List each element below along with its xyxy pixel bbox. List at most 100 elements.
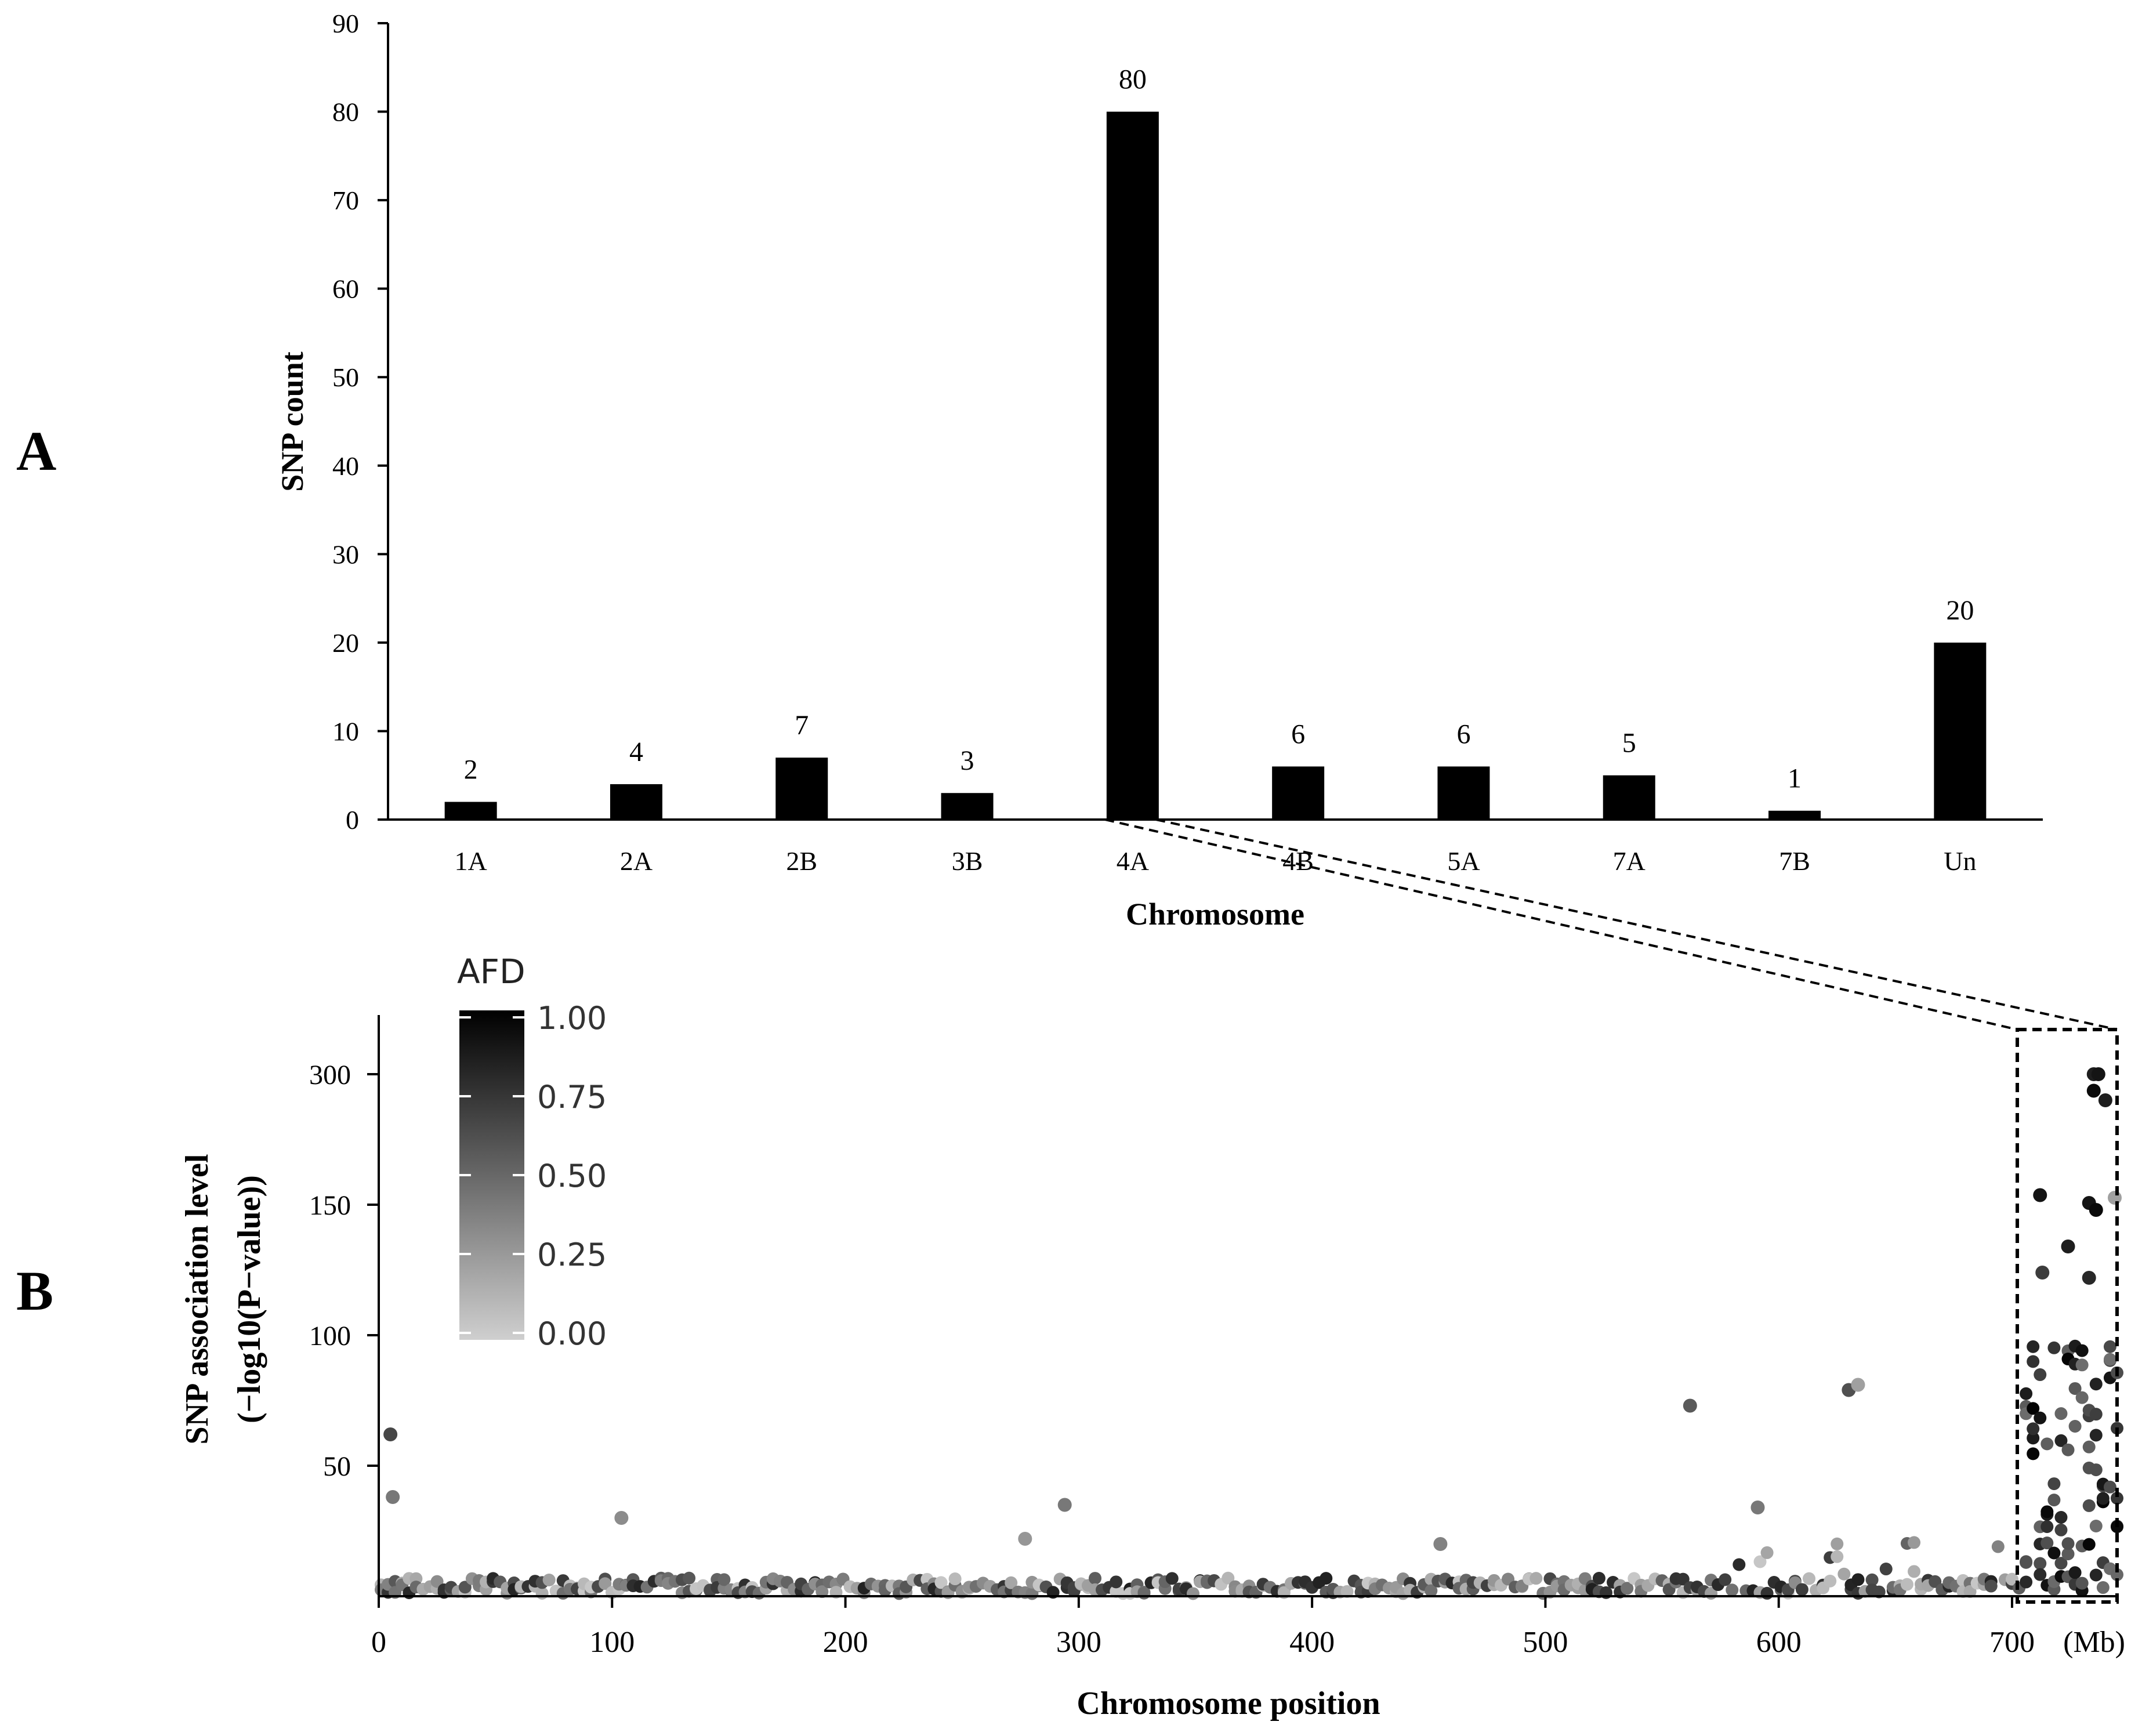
snp-point: [458, 1581, 472, 1594]
x-tick-label: 2A: [620, 846, 653, 876]
snp-point: [2027, 1402, 2040, 1415]
snp-point: [2061, 1240, 2075, 1253]
data-label: 6: [1291, 719, 1305, 749]
panel-b-label: B: [16, 1260, 53, 1322]
snp-point: [1795, 1583, 1808, 1596]
snp-point: [2054, 1510, 2068, 1524]
snp-point: [2103, 1353, 2116, 1366]
legend-label: 0.50: [537, 1158, 607, 1194]
data-label: 2: [464, 754, 478, 785]
snp-point: [2040, 1505, 2054, 1518]
snp-point: [1760, 1546, 1774, 1559]
x-tick-label: 600: [1756, 1626, 1802, 1659]
snp-point: [2027, 1340, 2040, 1353]
x-tick-label: Un: [1944, 846, 1976, 876]
snp-point: [2027, 1447, 2040, 1460]
snp-point: [542, 1574, 556, 1587]
snp-point: [2068, 1566, 2082, 1579]
bar-4B: [1272, 766, 1325, 820]
bar-2A: [610, 784, 662, 820]
snp-point: [1908, 1565, 1921, 1578]
snp-point: [1831, 1550, 1844, 1563]
y-tick-label: 60: [332, 274, 359, 304]
snp-point: [2047, 1546, 2061, 1560]
snp-point: [2061, 1547, 2075, 1561]
y-tick-label: 0: [346, 805, 359, 835]
snp-point: [430, 1575, 444, 1588]
y-axis-title-line1: SNP association level: [179, 1154, 215, 1445]
snp-point: [2005, 1572, 2018, 1586]
snp-point: [2034, 1411, 2047, 1425]
y-tick-label: 50: [323, 1451, 351, 1482]
snp-point: [2020, 1575, 2033, 1589]
data-label: 6: [1456, 719, 1470, 749]
bar-4A: [1106, 111, 1159, 820]
x-axis-title: Chromosome position: [1077, 1686, 1380, 1721]
snp-point: [1753, 1555, 1767, 1568]
y-tick-label: 20: [332, 628, 359, 658]
snp-point: [2075, 1391, 2089, 1404]
snp-point: [683, 1571, 696, 1585]
snp-point: [1963, 1585, 1977, 1598]
legend-label: 1.00: [537, 1000, 607, 1036]
snp-point: [1005, 1576, 1018, 1589]
y-tick-label: 40: [332, 451, 359, 481]
x-tick-label: 500: [1523, 1626, 1568, 1659]
y-tick-label: 150: [309, 1190, 351, 1221]
x-tick-label: 0: [371, 1626, 386, 1659]
snp-point: [2020, 1555, 2033, 1568]
x-tick-label: 5A: [1447, 846, 1480, 876]
x-axis-title: Chromosome: [1126, 897, 1304, 932]
legend-label: 0.00: [537, 1315, 607, 1352]
snp-point: [1320, 1572, 1333, 1585]
snp-point: [948, 1572, 962, 1586]
snp-point: [1851, 1378, 1865, 1392]
y-axis-title-line2: (−log10(P−value)): [231, 1175, 267, 1423]
snp-point: [2020, 1387, 2033, 1400]
zoom-connector-line: [1104, 818, 2018, 1031]
snp-point: [1908, 1536, 1921, 1549]
legend-label: 0.25: [537, 1237, 607, 1273]
y-tick-label: 90: [332, 9, 359, 38]
snp-point: [2111, 1568, 2123, 1581]
x-tick-label: 7B: [1779, 846, 1810, 876]
snp-point: [1676, 1572, 1690, 1586]
y-tick-label: 300: [309, 1060, 351, 1090]
snp-point: [2047, 1341, 2061, 1354]
bar-7B: [1768, 810, 1821, 820]
snp-point: [2061, 1537, 2075, 1550]
snp-point: [1530, 1572, 1543, 1585]
snp-point: [1621, 1582, 1634, 1595]
snp-point: [2054, 1434, 2068, 1447]
snp-point: [2086, 1083, 2101, 1098]
bar-7A: [1603, 775, 1655, 820]
data-label: 1: [1788, 763, 1802, 794]
snp-point: [2027, 1422, 2040, 1436]
snp-point: [2082, 1538, 2096, 1551]
x-tick-label: 3B: [952, 846, 983, 876]
snp-point: [2040, 1437, 2054, 1451]
snp-point: [2107, 1191, 2122, 1205]
snp-point: [1865, 1573, 1879, 1586]
snp-point: [2098, 1093, 2112, 1107]
snp-point: [2034, 1557, 2047, 1570]
snp-point: [2033, 1188, 2047, 1202]
panel-a-label: A: [16, 420, 56, 482]
x-tick-label: 300: [1056, 1626, 1101, 1659]
snp-point: [1760, 1586, 1774, 1600]
snp-point: [1592, 1572, 1605, 1585]
snp-point: [2068, 1382, 2082, 1395]
snp-point: [1089, 1572, 1102, 1585]
x-tick-label: 7A: [1613, 846, 1646, 876]
snp-point: [1802, 1572, 1815, 1585]
snp-point: [2034, 1368, 2047, 1382]
zoom-connector-line: [1155, 818, 2118, 1031]
snp-point: [383, 1427, 398, 1441]
snp-point: [1831, 1537, 1844, 1550]
data-label: 3: [961, 745, 974, 776]
snp-point: [2091, 1067, 2105, 1081]
snp-point: [1057, 1498, 1072, 1512]
x-tick-label: 400: [1289, 1626, 1335, 1659]
snp-point: [2054, 1407, 2068, 1420]
bar-Un: [1934, 642, 1987, 820]
